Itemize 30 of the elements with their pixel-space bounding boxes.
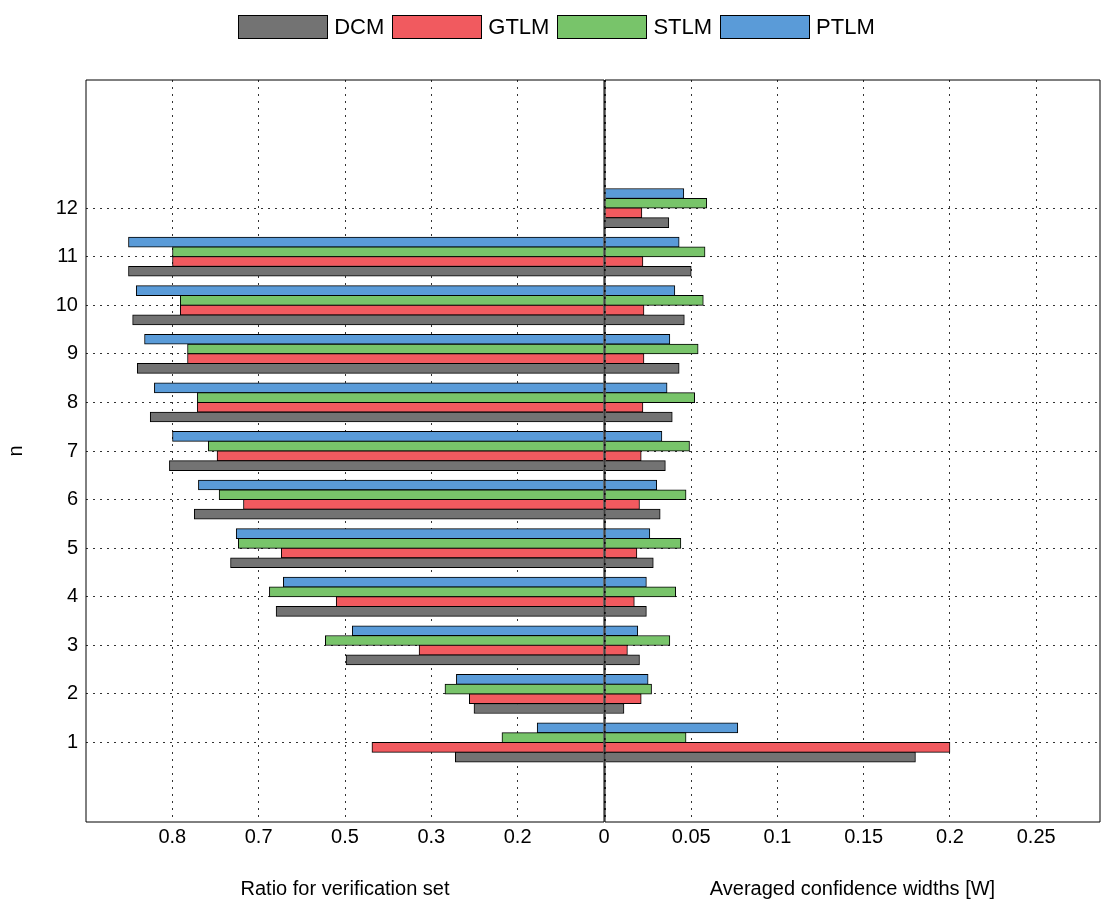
legend-label: DCM [334,14,385,40]
x-tick-label: 0 [598,824,610,847]
x-tick-label: 0.5 [331,824,359,847]
y-tick-label: 9 [66,341,78,364]
x-tick-label: 0.25 [1016,824,1056,847]
x-tick-label: 0.2 [503,824,532,847]
y-tick-label: 8 [66,389,78,412]
y-tick-label: 3 [66,632,78,655]
y-axis-title: n [3,445,26,457]
x-tick-label: 0.7 [244,824,273,847]
y-tick-label: 11 [57,244,78,267]
y-tick-label: 10 [55,292,78,315]
y-tick-label: 2 [66,681,78,704]
x-tick-label: 0.05 [671,824,711,847]
legend-label: STLM [653,14,713,40]
x-tick-label: 0.1 [763,824,792,847]
x-tick-label: 0.15 [844,824,884,847]
y-tick-label: 5 [66,535,78,558]
y-tick-label: 7 [66,438,78,461]
x-tick-label: 0.8 [158,824,187,847]
x-axis-title: Ratio for verification set [240,876,450,899]
legend-label: PTLM [816,14,875,40]
y-tick-label: 12 [55,195,78,218]
legend-label: GTLM [488,14,550,40]
x-axis-title: Averaged confidence widths [W] [709,876,996,899]
y-tick-label: 1 [66,730,78,753]
x-tick-label: 0.2 [936,824,964,847]
y-tick-label: 4 [66,584,78,607]
y-tick-label: 6 [66,487,78,510]
x-tick-label: 0.3 [417,824,446,847]
